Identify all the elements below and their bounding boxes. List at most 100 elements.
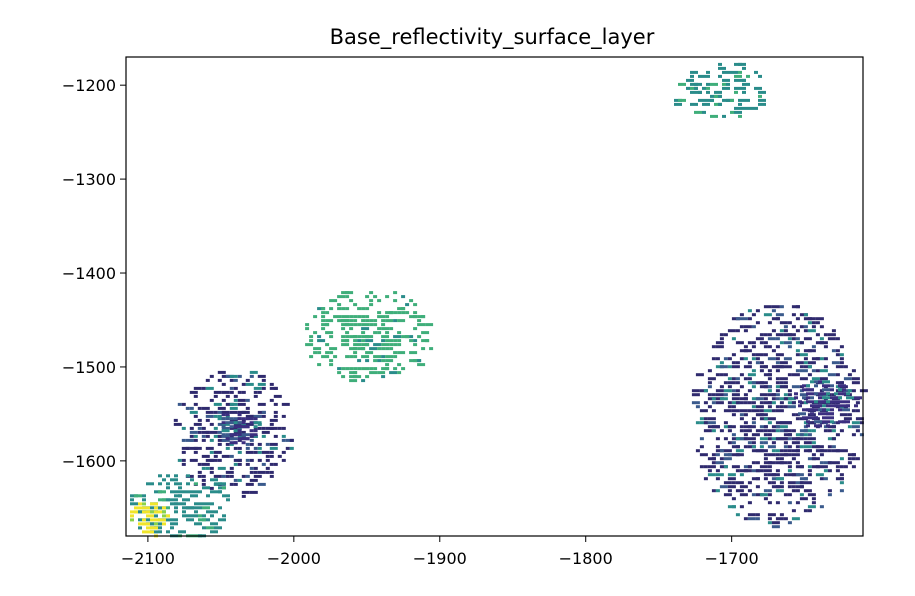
echo-cell [229,410,238,414]
echo-cell [694,82,698,86]
echo-cell [706,70,710,74]
echo-cell [715,401,724,405]
echo-cell [325,343,330,347]
echo-cell [723,493,732,497]
echo-cell [353,375,362,379]
echo-cell [699,437,704,441]
echo-cell [798,404,802,408]
echo-cell [807,465,812,469]
echo-cell [349,319,354,323]
echo-cell [257,382,266,386]
echo-cell [257,482,266,486]
echo-cell [723,437,728,441]
echo-cell [811,321,816,325]
echo-cell [345,323,354,327]
echo-cell [233,446,238,450]
echo-cell [775,333,784,337]
echo-cell [727,453,732,457]
echo-cell [241,494,246,498]
echo-cell [205,466,210,470]
echo-cell [751,417,756,421]
echo-cell [417,319,422,323]
echo-cell [755,405,764,409]
echo-cell [787,485,792,489]
echo-cell [743,329,748,333]
echo-cell [775,381,780,385]
echo-cell [727,377,732,381]
echo-cell [162,478,166,482]
echo-cell [341,375,346,379]
echo-cell [846,404,850,408]
echo-cell [851,409,856,413]
echo-cell [723,421,728,425]
echo-cell [237,446,242,450]
echo-cell [775,425,780,429]
echo-cell [783,385,788,389]
echo-cell [815,357,820,361]
echo-cell [193,450,198,454]
echo-cell [771,473,780,477]
echo-cell [715,469,720,473]
echo-cell [377,311,382,315]
echo-cell [186,498,190,502]
echo-cell [830,408,834,412]
echo-cell [197,418,202,422]
echo-cell [755,513,760,517]
echo-cell [221,382,226,386]
echo-cell [787,465,792,469]
echo-cell [803,445,812,449]
echo-cell [722,114,726,118]
echo-cell [807,365,812,369]
echo-cell [751,425,756,429]
echo-cell [767,437,772,441]
echo-cell [838,396,842,400]
echo-cell [707,405,712,409]
echo-cell [763,341,768,345]
echo-cell [754,106,758,110]
echo-cell [329,351,334,355]
echo-cell [826,424,830,428]
echo-cell [767,445,776,449]
echo-cell [285,446,290,450]
echo-cell [767,373,772,377]
echo-cell [742,82,746,86]
echo-cell [739,413,744,417]
echo-cell [393,367,398,371]
echo-cell [181,438,186,442]
echo-cell [818,380,822,384]
echo-cell [739,493,748,497]
echo-cell [855,429,860,433]
echo-cell [690,70,698,74]
echo-cell [807,429,812,433]
echo-cell [783,493,788,497]
echo-cell [130,518,134,522]
echo-cell [771,429,776,433]
echo-cell [707,381,712,385]
echo-cell [365,339,374,343]
echo-cell [405,303,410,307]
echo-cell [369,323,374,327]
echo-cell [799,341,804,345]
echo-cell [166,518,170,522]
echo-cell [217,466,226,470]
echo-cell [819,505,824,509]
echo-cell [265,458,270,462]
echo-cell [763,345,768,349]
echo-cell [763,397,768,401]
echo-cell [317,339,326,343]
echo-region [130,502,170,538]
echo-cell [735,401,740,405]
echo-cell [751,401,756,405]
echo-cell [237,450,242,454]
echo-cell [261,462,266,466]
echo-cell [810,412,814,416]
echo-cell [217,442,222,446]
echo-cell [193,422,202,426]
echo-cell [739,505,744,509]
echo-cell [715,373,720,377]
echo-cell [818,424,822,428]
echo-cell [209,450,214,454]
echo-cell [771,449,776,453]
echo-cell [803,437,808,441]
echo-cell [703,421,708,425]
